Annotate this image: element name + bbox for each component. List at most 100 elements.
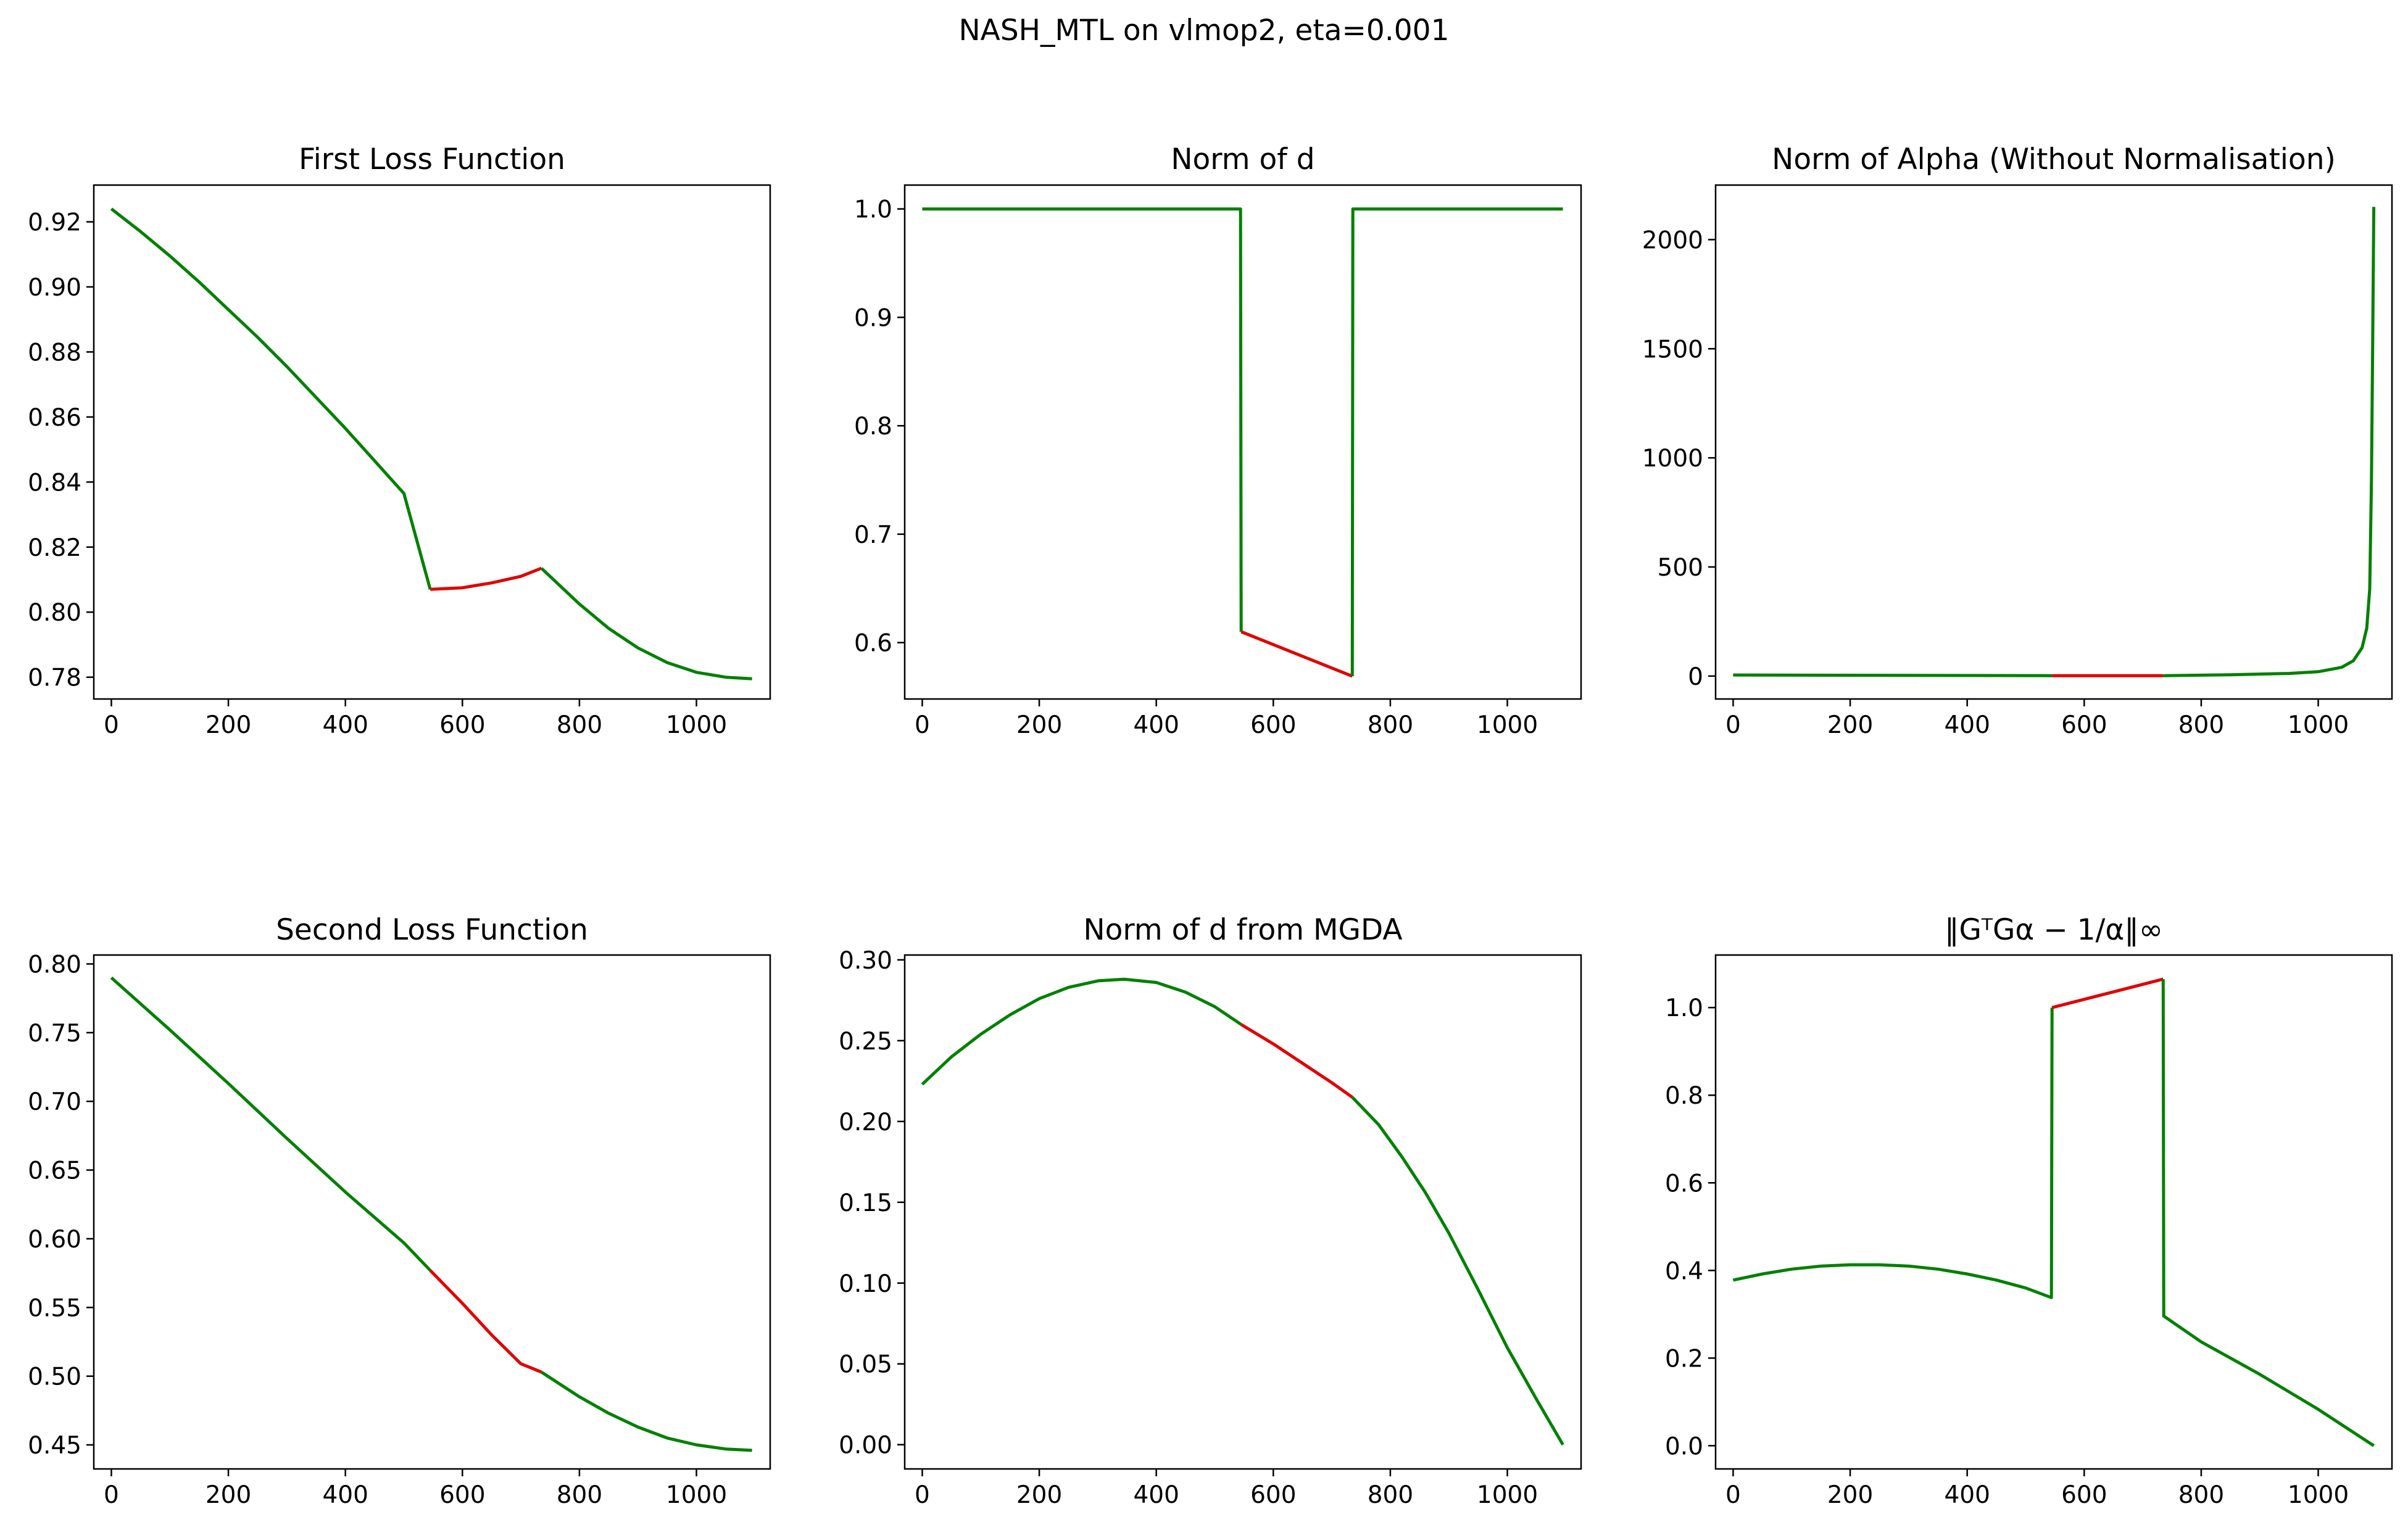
x-tick-label: 200 bbox=[206, 1481, 251, 1509]
y-tick-label: 1500 bbox=[1642, 336, 1703, 363]
y-tick-label: 0.9 bbox=[854, 304, 892, 332]
y-tick-label: 0.84 bbox=[28, 469, 81, 497]
x-tick-label: 0 bbox=[104, 711, 119, 739]
y-tick-label: 0.86 bbox=[28, 404, 81, 432]
series-line-highlight-1 bbox=[429, 1269, 542, 1374]
series-line-normal-0 bbox=[1732, 1007, 2054, 1299]
x-tick-label: 400 bbox=[322, 1481, 368, 1509]
y-tick-label: 0.80 bbox=[28, 599, 81, 627]
axes-frame bbox=[1714, 184, 2393, 700]
x-tick-label: 0 bbox=[1725, 1481, 1741, 1509]
y-tick-label: 0.8 bbox=[854, 413, 892, 440]
x-tick-label: 800 bbox=[557, 1481, 602, 1509]
y-tick-label: 0.7 bbox=[854, 521, 892, 549]
x-tick-label: 200 bbox=[1827, 711, 1873, 739]
y-tick-label: 0.50 bbox=[28, 1363, 81, 1391]
series-line-normal-2 bbox=[2161, 979, 2375, 1447]
axes-frame bbox=[1714, 954, 2393, 1470]
x-tick-label: 800 bbox=[2178, 711, 2224, 739]
y-tick-label: 0.05 bbox=[839, 1351, 892, 1379]
panel-norm-d-mgda: Norm of d from MGDA 0 200 400 600 800 1000 0.0… bbox=[839, 913, 1582, 1509]
y-tick-label: 0.80 bbox=[28, 951, 81, 978]
y-tick-label: 0.0 bbox=[1665, 1433, 1703, 1460]
series-line-normal-2 bbox=[1350, 207, 1563, 677]
y-tick-label: 1.0 bbox=[854, 196, 892, 224]
y-tick-label: 1.0 bbox=[1665, 994, 1703, 1022]
y-tick-label: 0.45 bbox=[28, 1432, 81, 1460]
y-tick-label: 0.8 bbox=[1665, 1082, 1703, 1110]
x-tick-label: 800 bbox=[1368, 711, 1413, 739]
x-tick-label: 200 bbox=[1016, 711, 1062, 739]
y-tick-label: 0.4 bbox=[1665, 1257, 1703, 1285]
x-tick-label: 600 bbox=[439, 1481, 485, 1509]
y-tick-label: 0 bbox=[1688, 663, 1703, 691]
series-line-normal-0 bbox=[922, 207, 1243, 632]
x-tick-label: 400 bbox=[1133, 711, 1179, 739]
y-tick-label: 0.25 bbox=[839, 1028, 892, 1056]
y-tick-label: 0.88 bbox=[28, 339, 81, 366]
y-tick-label: 0.70 bbox=[28, 1088, 81, 1116]
y-tick-label: 0.10 bbox=[839, 1270, 892, 1298]
panel-title: ‖GᵀGα − 1/α‖∞ bbox=[1945, 913, 2163, 947]
series-line-highlight-1 bbox=[1240, 1023, 1353, 1099]
y-tick-label: 0.6 bbox=[1665, 1170, 1703, 1197]
y-tick-label: 0.2 bbox=[1665, 1345, 1703, 1373]
series-line-highlight-1 bbox=[2051, 977, 2164, 1009]
series-line-normal-0 bbox=[110, 207, 432, 590]
x-tick-label: 1000 bbox=[666, 1481, 727, 1509]
series-line-normal-2 bbox=[540, 1370, 752, 1452]
x-tick-label: 400 bbox=[1944, 711, 1990, 739]
panel-norm-alpha: Norm of Alpha (Without Normalisation) 0 2… bbox=[1642, 143, 2393, 739]
panel-title: Norm of Alpha (Without Normalisation) bbox=[1772, 143, 2336, 176]
panel-residual-norm: ‖GᵀGα − 1/α‖∞ 0 200 400 600 800 1000 0.0 0.2 0.4… bbox=[1665, 913, 2393, 1509]
x-tick-label: 0 bbox=[915, 711, 930, 739]
y-tick-label: 0.55 bbox=[28, 1294, 81, 1322]
y-tick-label: 2000 bbox=[1642, 226, 1703, 254]
series-line-normal-0 bbox=[921, 977, 1242, 1086]
series-line-highlight-1 bbox=[1240, 630, 1353, 678]
x-tick-label: 0 bbox=[104, 1481, 119, 1509]
y-tick-label: 0.6 bbox=[854, 630, 892, 658]
y-tick-label: 0.15 bbox=[839, 1189, 892, 1217]
panel-title: Norm of d from MGDA bbox=[1084, 913, 1403, 947]
x-tick-label: 0 bbox=[915, 1481, 930, 1509]
y-tick-label: 500 bbox=[1658, 554, 1703, 582]
panel-first-loss: First Loss Function 0 200 400 600 800 1000 0.7… bbox=[28, 143, 771, 739]
axes-frame bbox=[903, 184, 1582, 700]
figure-title: NASH_MTL on vlmop2, eta=0.001 bbox=[959, 14, 1450, 48]
y-tick-label: 0.90 bbox=[28, 274, 81, 302]
x-tick-label: 200 bbox=[1016, 1481, 1062, 1509]
panel-title: First Loss Function bbox=[299, 143, 565, 176]
x-tick-label: 600 bbox=[2061, 1481, 2107, 1509]
y-tick-label: 0.78 bbox=[28, 664, 81, 692]
x-tick-label: 600 bbox=[1250, 1481, 1296, 1509]
x-tick-label: 200 bbox=[206, 711, 251, 739]
y-tick-label: 0.20 bbox=[839, 1109, 892, 1136]
series-line-normal-2 bbox=[2163, 207, 2376, 677]
axes-frame bbox=[903, 954, 1582, 1470]
y-tick-label: 0.00 bbox=[839, 1432, 892, 1460]
x-tick-label: 1000 bbox=[2288, 1481, 2349, 1509]
axes-frame bbox=[93, 184, 771, 700]
series-line-highlight-1 bbox=[430, 566, 542, 591]
x-tick-label: 400 bbox=[322, 711, 368, 739]
series-line-normal-2 bbox=[540, 567, 752, 680]
y-tick-label: 0.60 bbox=[28, 1226, 81, 1254]
x-tick-label: 800 bbox=[557, 711, 602, 739]
x-tick-label: 800 bbox=[1368, 1481, 1413, 1509]
panel-title: Second Loss Function bbox=[276, 913, 588, 947]
y-tick-label: 0.65 bbox=[28, 1157, 81, 1185]
x-tick-label: 600 bbox=[439, 711, 485, 739]
series-line-normal-2 bbox=[1351, 1096, 1564, 1445]
x-tick-label: 0 bbox=[1725, 711, 1741, 739]
x-tick-label: 600 bbox=[1250, 711, 1296, 739]
panel-second-loss: Second Loss Function 0 200 400 600 800 1000 0.… bbox=[28, 913, 771, 1509]
series-line-normal-0 bbox=[1733, 673, 2053, 677]
y-tick-label: 0.82 bbox=[28, 534, 81, 562]
y-tick-label: 0.75 bbox=[28, 1020, 81, 1048]
axes-frame bbox=[93, 954, 771, 1470]
y-tick-label: 1000 bbox=[1642, 445, 1703, 473]
x-tick-label: 1000 bbox=[1477, 711, 1538, 739]
x-tick-label: 1000 bbox=[2288, 711, 2349, 739]
